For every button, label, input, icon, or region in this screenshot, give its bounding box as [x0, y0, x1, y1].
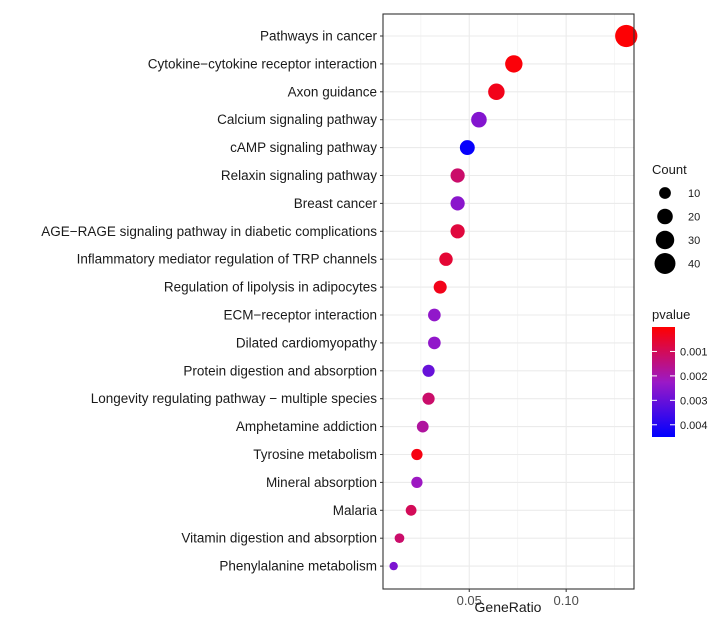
- y-tick-label: Axon guidance: [288, 84, 377, 99]
- data-point: [428, 308, 441, 322]
- color-legend-label: 0.001: [680, 346, 708, 358]
- data-point: [488, 83, 505, 101]
- color-legend-label: 0.002: [680, 371, 708, 383]
- data-point: [416, 420, 429, 433]
- y-tick-label: Cytokine−cytokine receptor interaction: [148, 56, 377, 71]
- y-tick-label: Inflammatory mediator regulation of TRP …: [77, 252, 378, 267]
- y-tick-label: Vitamin digestion and absorption: [181, 531, 377, 546]
- y-tick-label: Breast cancer: [294, 196, 378, 211]
- y-tick-label: Protein digestion and absorption: [183, 363, 377, 378]
- size-legend-label: 20: [688, 212, 700, 224]
- size-legend-label: 10: [688, 188, 700, 200]
- size-legend-key: [654, 253, 676, 274]
- y-tick-label: Regulation of lipolysis in adipocytes: [164, 280, 377, 295]
- y-tick-label: ECM−receptor interaction: [224, 308, 377, 323]
- size-legend-label: 40: [688, 259, 700, 271]
- size-legend-label: 30: [688, 235, 700, 247]
- color-legend-label: 0.003: [680, 395, 708, 407]
- x-tick-label: 0.10: [554, 593, 579, 608]
- y-axis-labels: Pathways in cancer Cytokine−cytokine rece…: [41, 29, 383, 574]
- color-legend-title: pvalue: [652, 307, 690, 322]
- size-legend: Count 10 20 30 40: [652, 162, 700, 274]
- data-point: [433, 280, 447, 294]
- x-axis-title: GeneRatio: [475, 599, 542, 615]
- y-tick-label: Phenylalanine metabolism: [219, 559, 377, 574]
- color-legend-bar: [652, 327, 675, 437]
- y-tick-label: Relaxin signaling pathway: [221, 168, 377, 183]
- size-legend-key: [655, 230, 675, 250]
- size-legend-title: Count: [652, 162, 687, 177]
- data-points: [389, 24, 638, 571]
- data-point: [615, 24, 638, 48]
- grid-lines: [383, 14, 634, 589]
- data-point: [450, 224, 465, 239]
- size-legend-key: [657, 208, 673, 225]
- y-tick-label: Malaria: [333, 503, 378, 518]
- y-tick-label: Tyrosine metabolism: [253, 447, 377, 462]
- data-point: [422, 364, 435, 377]
- size-legend-key: [659, 187, 671, 199]
- data-point: [450, 168, 465, 183]
- data-point: [389, 561, 398, 571]
- y-tick-label: Pathways in cancer: [260, 29, 378, 44]
- x-axis: 0.05 0.10: [457, 589, 579, 608]
- y-tick-label: Amphetamine addiction: [236, 419, 377, 434]
- data-point: [471, 111, 487, 128]
- y-tick-label: Mineral absorption: [266, 475, 377, 490]
- x-tick-label: 0.05: [457, 593, 482, 608]
- data-point: [505, 55, 523, 73]
- y-tick-label: Dilated cardiomyopathy: [236, 335, 377, 350]
- y-tick-label: Calcium signaling pathway: [217, 112, 377, 127]
- data-point: [394, 533, 405, 544]
- color-legend-label: 0.004: [680, 420, 708, 432]
- color-legend: pvalue 0.001 0.002 0.003 0.004: [652, 307, 708, 437]
- data-point: [439, 252, 453, 266]
- data-point: [428, 336, 441, 350]
- data-point: [450, 196, 465, 211]
- data-point: [405, 504, 417, 516]
- y-tick-label: AGE−RAGE signaling pathway in diabetic c…: [41, 224, 377, 239]
- y-tick-label: Longevity regulating pathway − multiple …: [91, 391, 378, 406]
- data-point: [411, 448, 423, 461]
- y-tick-label: cAMP signaling pathway: [230, 140, 377, 155]
- data-point: [422, 392, 435, 405]
- plot-panel-border: [382, 13, 635, 590]
- data-point: [411, 476, 423, 489]
- data-point: [459, 140, 475, 156]
